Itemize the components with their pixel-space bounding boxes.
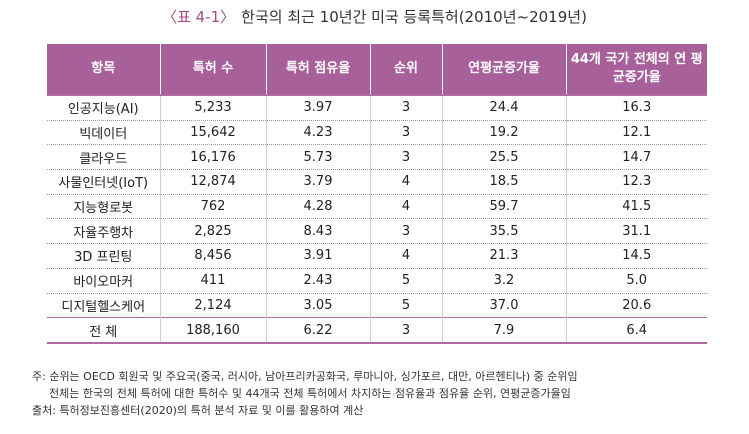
cell-all-cagr: 16.3 bbox=[566, 93, 707, 121]
cell-rank: 3 bbox=[370, 120, 443, 146]
note-source: 출처: 특허정보진흥센터(2020)의 특허 분석 자료 및 이를 활용하여 계… bbox=[32, 404, 364, 417]
table-number: 〈표 4-1〉 bbox=[162, 8, 236, 26]
cell-patent-count: 12,874 bbox=[160, 169, 267, 195]
table-row: 클라우드 16,176 5.73 3 25.5 14.7 bbox=[47, 144, 707, 171]
cell-all-cagr: 14.7 bbox=[566, 144, 707, 171]
table-row: 3D 프린팅 8,456 3.91 4 21.3 14.5 bbox=[47, 243, 707, 269]
cell-item: 바이오마커 bbox=[47, 268, 161, 294]
cell-all-cagr: 12.1 bbox=[566, 120, 707, 146]
cell-rank: 4 bbox=[370, 243, 443, 269]
cell-item: 자율주행차 bbox=[47, 218, 161, 245]
cell-all-cagr: 14.5 bbox=[566, 243, 707, 269]
cell-item: 전 체 bbox=[47, 317, 161, 344]
cell-rank: 3 bbox=[370, 93, 443, 121]
cell-all-cagr: 31.1 bbox=[566, 218, 707, 245]
table-row: 빅데이터 15,642 4.23 3 19.2 12.1 bbox=[47, 120, 707, 146]
cell-cagr: 3.2 bbox=[442, 268, 567, 294]
cell-patent-count: 15,642 bbox=[160, 120, 267, 146]
header-all-cagr: 44개 국가 전체의 연 평균증가율 bbox=[566, 44, 707, 95]
cell-share: 3.91 bbox=[266, 243, 371, 269]
cell-share: 8.43 bbox=[266, 218, 371, 245]
table-header-row: 항목 특허 수 특허 점유율 순위 연평균증가율 44개 국가 전체의 연 평균… bbox=[47, 44, 707, 95]
table-row: 사물인터넷(IoT) 12,874 3.79 4 18.5 12.3 bbox=[47, 169, 707, 195]
table-row: 디지털헬스케어 2,124 3.05 5 37.0 20.6 bbox=[47, 293, 707, 319]
cell-share: 6.22 bbox=[266, 317, 371, 344]
cell-item: 3D 프린팅 bbox=[47, 243, 161, 269]
cell-rank: 5 bbox=[370, 293, 443, 319]
cell-patent-count: 8,456 bbox=[160, 243, 267, 269]
header-rank: 순위 bbox=[370, 44, 443, 95]
table-row: 인공지능(AI) 5,233 3.97 3 24.4 16.3 bbox=[47, 93, 707, 121]
cell-cagr: 24.4 bbox=[442, 93, 567, 121]
cell-cagr: 19.2 bbox=[442, 120, 567, 146]
cell-cagr: 37.0 bbox=[442, 293, 567, 319]
cell-share: 3.97 bbox=[266, 93, 371, 121]
header-cagr: 연평균증가율 bbox=[442, 44, 567, 95]
cell-all-cagr: 41.5 bbox=[566, 194, 707, 220]
cell-cagr: 18.5 bbox=[442, 169, 567, 195]
cell-share: 3.05 bbox=[266, 293, 371, 319]
cell-rank: 3 bbox=[370, 218, 443, 245]
note-rank: 주: 순위는 OECD 회원국 및 주요국(중국, 러시아, 남아프리카공화국,… bbox=[32, 370, 578, 383]
cell-share: 4.28 bbox=[266, 194, 371, 220]
cell-patent-count: 2,825 bbox=[160, 218, 267, 245]
table-title: 한국의 최근 10년간 미국 등록특허(2010년~2019년) bbox=[241, 8, 587, 26]
cell-all-cagr: 6.4 bbox=[566, 317, 707, 344]
cell-item: 클라우드 bbox=[47, 144, 161, 171]
cell-patent-count: 762 bbox=[160, 194, 267, 220]
cell-patent-count: 411 bbox=[160, 268, 267, 294]
cell-all-cagr: 5.0 bbox=[566, 268, 707, 294]
table-row: 바이오마커 411 2.43 5 3.2 5.0 bbox=[47, 268, 707, 294]
cell-item: 디지털헬스케어 bbox=[47, 293, 161, 319]
cell-rank: 4 bbox=[370, 194, 443, 220]
cell-rank: 5 bbox=[370, 268, 443, 294]
cell-share: 3.79 bbox=[266, 169, 371, 195]
cell-rank: 4 bbox=[370, 169, 443, 195]
cell-share: 4.23 bbox=[266, 120, 371, 146]
cell-all-cagr: 12.3 bbox=[566, 169, 707, 195]
cell-cagr: 25.5 bbox=[442, 144, 567, 171]
header-item: 항목 bbox=[47, 44, 161, 95]
table-total-row: 전 체 188,160 6.22 3 7.9 6.4 bbox=[47, 317, 707, 344]
table-caption: 〈표 4-1〉 한국의 최근 10년간 미국 등록특허(2010년~2019년) bbox=[0, 6, 749, 27]
cell-cagr: 7.9 bbox=[442, 317, 567, 344]
note-total: 전체는 한국의 전체 특허에 대한 특허수 및 44개국 전체 특허에서 차지하… bbox=[49, 387, 571, 400]
cell-rank: 3 bbox=[370, 144, 443, 171]
cell-share: 5.73 bbox=[266, 144, 371, 171]
cell-cagr: 59.7 bbox=[442, 194, 567, 220]
cell-cagr: 35.5 bbox=[442, 218, 567, 245]
cell-item: 빅데이터 bbox=[47, 120, 161, 146]
cell-item: 인공지능(AI) bbox=[47, 93, 161, 121]
header-patent-count: 특허 수 bbox=[160, 44, 267, 95]
cell-patent-count: 188,160 bbox=[160, 317, 267, 344]
header-share: 특허 점유율 bbox=[266, 44, 371, 95]
cell-cagr: 21.3 bbox=[442, 243, 567, 269]
cell-all-cagr: 20.6 bbox=[566, 293, 707, 319]
footnotes: 주: 순위는 OECD 회원국 및 주요국(중국, 러시아, 남아프리카공화국,… bbox=[32, 368, 732, 419]
patent-table: 항목 특허 수 특허 점유율 순위 연평균증가율 44개 국가 전체의 연 평균… bbox=[47, 44, 707, 344]
cell-patent-count: 2,124 bbox=[160, 293, 267, 319]
cell-patent-count: 16,176 bbox=[160, 144, 267, 171]
table-row: 지능형로봇 762 4.28 4 59.7 41.5 bbox=[47, 194, 707, 220]
table-row: 자율주행차 2,825 8.43 3 35.5 31.1 bbox=[47, 218, 707, 245]
cell-item: 지능형로봇 bbox=[47, 194, 161, 220]
cell-rank: 3 bbox=[370, 317, 443, 344]
cell-patent-count: 5,233 bbox=[160, 93, 267, 121]
cell-share: 2.43 bbox=[266, 268, 371, 294]
cell-item: 사물인터넷(IoT) bbox=[47, 169, 161, 195]
